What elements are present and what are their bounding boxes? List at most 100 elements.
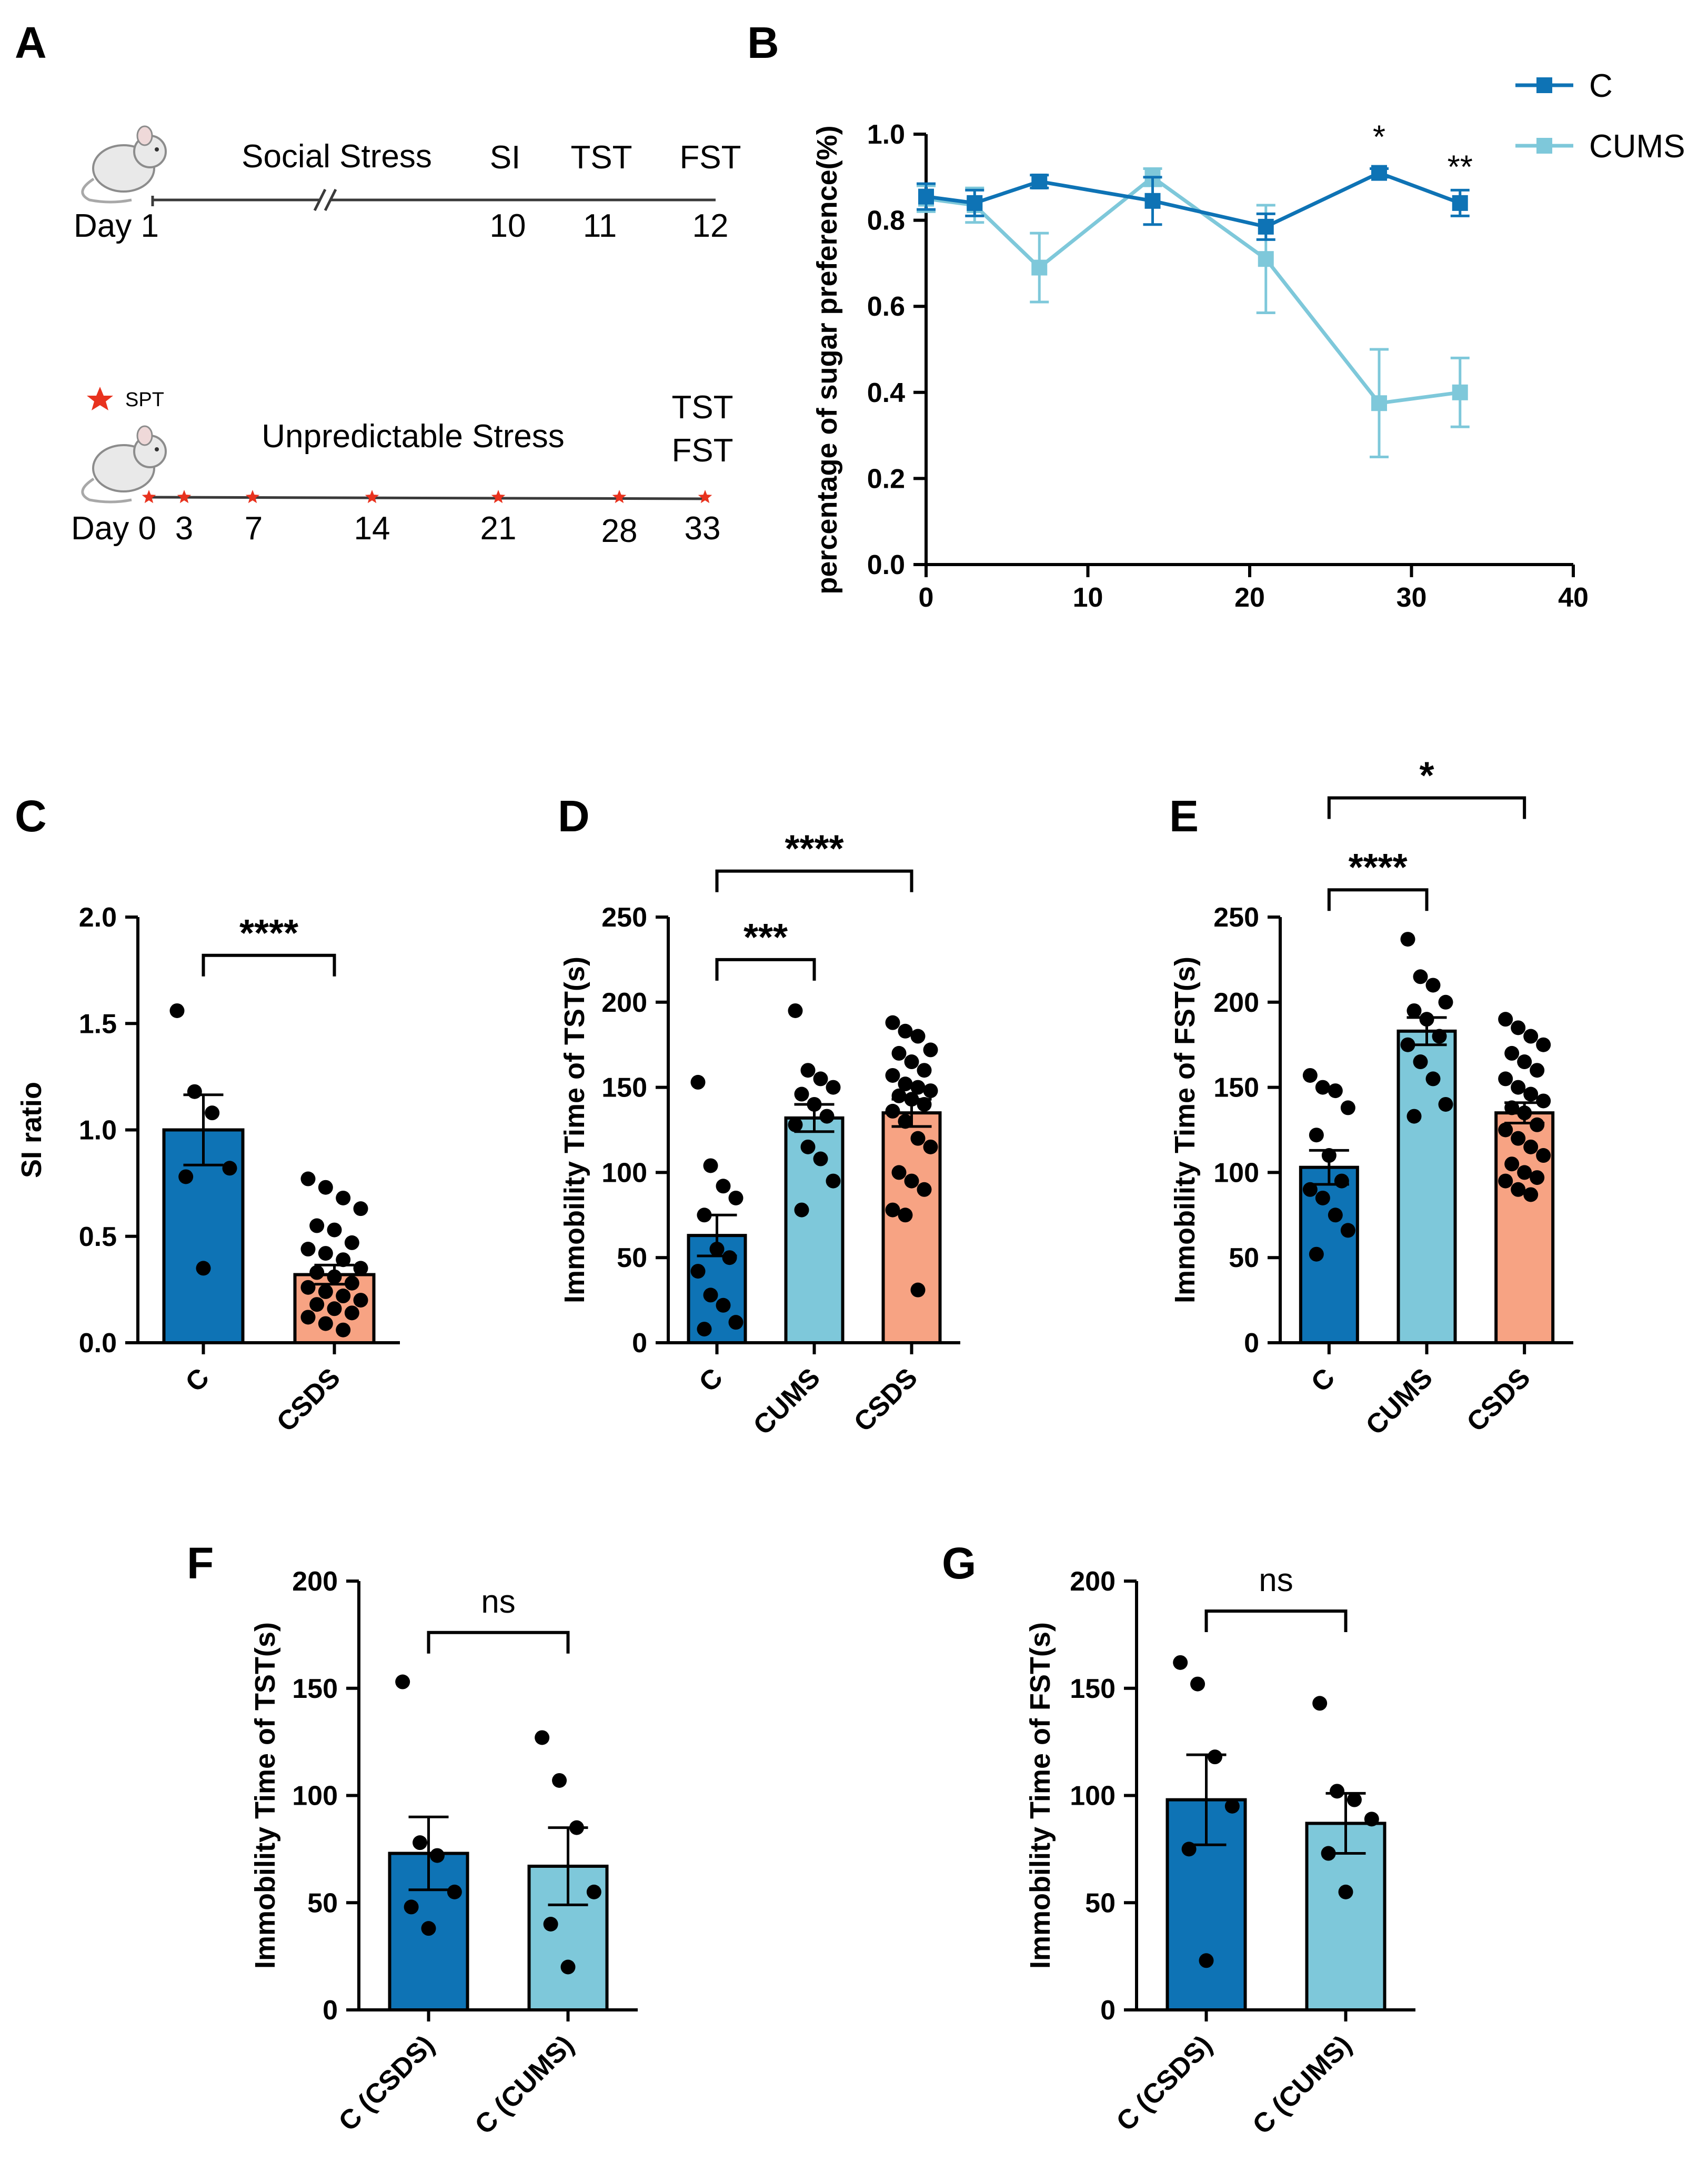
data-point — [1321, 1846, 1336, 1861]
data-point — [344, 1235, 359, 1250]
unpredictable-stress-title: Unpredictable Stress — [262, 418, 565, 455]
legend-marker — [1536, 138, 1552, 154]
y-tick-label: 50 — [1229, 1243, 1259, 1273]
data-point — [923, 1083, 938, 1099]
data-point — [336, 1252, 351, 1267]
data-point — [421, 1921, 436, 1936]
data-point — [353, 1261, 368, 1276]
data-point — [300, 1242, 316, 1257]
test-label-tst: TST — [671, 389, 733, 426]
data-point — [336, 1322, 351, 1337]
data-point — [1328, 1208, 1343, 1223]
data-point-marker — [1452, 195, 1468, 211]
data-point — [917, 1182, 932, 1197]
x-tick-label: CSDS — [271, 1362, 346, 1437]
data-point — [690, 1264, 706, 1279]
data-point — [1190, 1676, 1205, 1692]
data-point — [1347, 1792, 1362, 1807]
y-axis-title: Immobility Time of TST(s) — [249, 1622, 281, 1969]
data-point — [885, 1202, 900, 1218]
data-point — [1400, 932, 1415, 947]
data-point — [447, 1884, 462, 1899]
data-point — [898, 1077, 913, 1092]
y-tick-label: 150 — [292, 1674, 338, 1704]
y-tick-label: 100 — [1213, 1158, 1259, 1188]
significance-bracket — [202, 953, 336, 977]
x-tick-label: 40 — [1558, 582, 1589, 613]
data-point — [1438, 994, 1453, 1010]
panel-letter: C — [15, 791, 47, 841]
spt-markers — [142, 490, 712, 504]
data-point — [800, 1139, 816, 1154]
data-point — [1530, 1170, 1545, 1185]
mouse-icon — [81, 425, 167, 504]
y-tick-label: 0.0 — [79, 1328, 117, 1359]
y-tick-label: 150 — [1070, 1674, 1116, 1704]
spt-label: SPT — [125, 389, 164, 411]
spt-star-marker — [365, 490, 379, 504]
data-point-marker — [1452, 384, 1468, 400]
data-point — [1400, 1037, 1415, 1052]
data-point — [196, 1261, 211, 1276]
y-tick-label: 0.6 — [867, 291, 905, 322]
y-axis-title: percentage of sugar preference(%) — [811, 125, 843, 594]
spt-star-marker — [612, 490, 627, 504]
x-tick-label: CUMS — [748, 1362, 826, 1441]
data-point — [1406, 1003, 1422, 1018]
axis-break-mark — [313, 188, 327, 212]
test-label-tst: TST — [570, 139, 632, 176]
unpredictable-tick-label: 14 — [354, 510, 390, 547]
significance-label: ns — [1259, 1562, 1293, 1598]
data-point — [178, 1169, 194, 1184]
data-point — [904, 1173, 919, 1189]
x-tick-label: 0 — [919, 582, 934, 613]
significance-label: ns — [481, 1584, 515, 1620]
x-tick-label: C (CSDS) — [333, 2029, 440, 2137]
panel-letter: E — [1169, 791, 1199, 841]
panel-letter: D — [558, 791, 590, 841]
data-point — [395, 1674, 410, 1689]
legend-label: CUMS — [1589, 128, 1685, 165]
legend-label: C — [1589, 68, 1613, 104]
y-tick-label: 200 — [1070, 1566, 1116, 1597]
data-point — [923, 1139, 938, 1154]
bar — [784, 1116, 845, 1344]
data-point — [1425, 978, 1441, 993]
significance-bracket — [715, 958, 816, 981]
data-point — [429, 1848, 445, 1863]
data-point — [1523, 1187, 1539, 1202]
data-point — [336, 1190, 351, 1205]
y-tick-label: 250 — [601, 902, 647, 933]
data-point — [1498, 1012, 1513, 1027]
significance-label: **** — [239, 912, 298, 954]
y-tick-label: 100 — [292, 1781, 338, 1812]
y-tick-label: 0 — [632, 1328, 647, 1359]
x-tick-label: CSDS — [848, 1362, 923, 1437]
y-tick-label: 1.0 — [867, 119, 905, 150]
y-tick-label: 50 — [1085, 1888, 1116, 1918]
data-point — [1498, 1122, 1513, 1138]
data-point — [1530, 1063, 1545, 1078]
significance-bracket — [715, 869, 913, 892]
unpredictable-day-label: Day 0 — [71, 510, 156, 547]
x-tick-label: 20 — [1234, 582, 1265, 613]
data-point — [569, 1820, 584, 1835]
data-point — [885, 1068, 900, 1083]
data-point — [910, 1131, 926, 1146]
legend-marker — [1536, 77, 1552, 93]
data-point — [1498, 1173, 1513, 1189]
data-point — [1315, 1080, 1330, 1095]
data-point — [1302, 1182, 1318, 1197]
data-point — [586, 1884, 601, 1899]
data-point — [1511, 1020, 1526, 1035]
data-point — [1312, 1696, 1328, 1711]
unpredictable-timeline-axis — [148, 496, 708, 500]
data-point — [826, 1080, 841, 1095]
significance-bracket — [1204, 1609, 1348, 1633]
data-point — [690, 1074, 706, 1090]
data-point — [1338, 1884, 1353, 1899]
data-point — [910, 1282, 926, 1297]
data-point — [300, 1280, 316, 1295]
data-point — [1413, 969, 1428, 984]
data-point — [1504, 1156, 1520, 1172]
